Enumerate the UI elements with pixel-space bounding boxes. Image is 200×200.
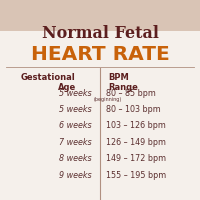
Text: BPM: BPM	[108, 73, 129, 82]
Text: 80 – 103 bpm: 80 – 103 bpm	[106, 105, 161, 114]
Text: HEART RATE: HEART RATE	[31, 45, 169, 64]
Text: Gestational: Gestational	[21, 73, 75, 82]
Text: 155 – 195 bpm: 155 – 195 bpm	[106, 170, 166, 180]
Text: 126 – 149 bpm: 126 – 149 bpm	[106, 138, 166, 147]
Text: Age: Age	[58, 83, 76, 92]
Text: Normal Fetal: Normal Fetal	[42, 25, 158, 43]
Text: 7 weeks: 7 weeks	[59, 138, 92, 147]
Text: 80 – 85 bpm: 80 – 85 bpm	[106, 88, 156, 98]
Text: (beginning): (beginning)	[94, 97, 122, 102]
Text: 9 weeks: 9 weeks	[59, 170, 92, 180]
Text: 5 weeks: 5 weeks	[59, 88, 92, 98]
Text: 8 weeks: 8 weeks	[59, 154, 92, 163]
FancyBboxPatch shape	[0, 0, 200, 31]
Text: 5 weeks: 5 weeks	[59, 105, 92, 114]
Bar	[0, 0, 200, 31]
Text: 103 – 126 bpm: 103 – 126 bpm	[106, 121, 166, 130]
Text: Range: Range	[108, 83, 138, 92]
Text: 149 – 172 bpm: 149 – 172 bpm	[106, 154, 166, 163]
Text: 6 weeks: 6 weeks	[59, 121, 92, 130]
